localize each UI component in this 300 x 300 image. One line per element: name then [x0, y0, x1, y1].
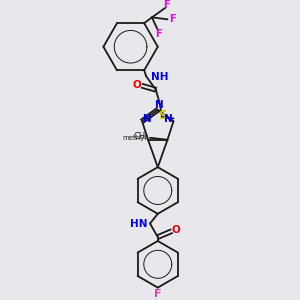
Text: N: N: [164, 114, 173, 124]
Text: methyl: methyl: [123, 135, 147, 141]
Text: CH₃: CH₃: [134, 132, 149, 141]
Text: O: O: [133, 80, 142, 90]
Text: NH: NH: [151, 72, 169, 82]
Text: F: F: [154, 290, 161, 299]
Text: O: O: [172, 225, 181, 235]
Text: N: N: [142, 114, 151, 124]
Text: F: F: [163, 0, 170, 10]
Text: N: N: [155, 100, 164, 110]
Text: F: F: [155, 29, 162, 39]
Text: S: S: [158, 110, 167, 122]
Text: HN: HN: [130, 220, 147, 230]
Text: F: F: [169, 14, 175, 24]
